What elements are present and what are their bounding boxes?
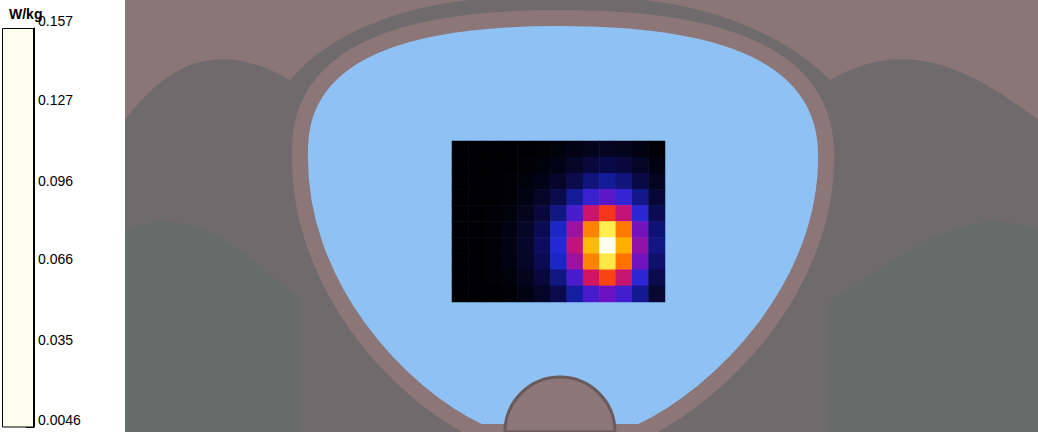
svg-text:0.157: 0.157 — [38, 13, 73, 29]
svg-text:0.096: 0.096 — [38, 173, 73, 189]
svg-text:W/kg: W/kg — [9, 6, 42, 22]
svg-text:0.066: 0.066 — [38, 251, 73, 267]
svg-text:0.035: 0.035 — [38, 332, 73, 348]
svg-text:0.0046: 0.0046 — [38, 412, 81, 428]
svg-text:0.127: 0.127 — [38, 92, 73, 108]
